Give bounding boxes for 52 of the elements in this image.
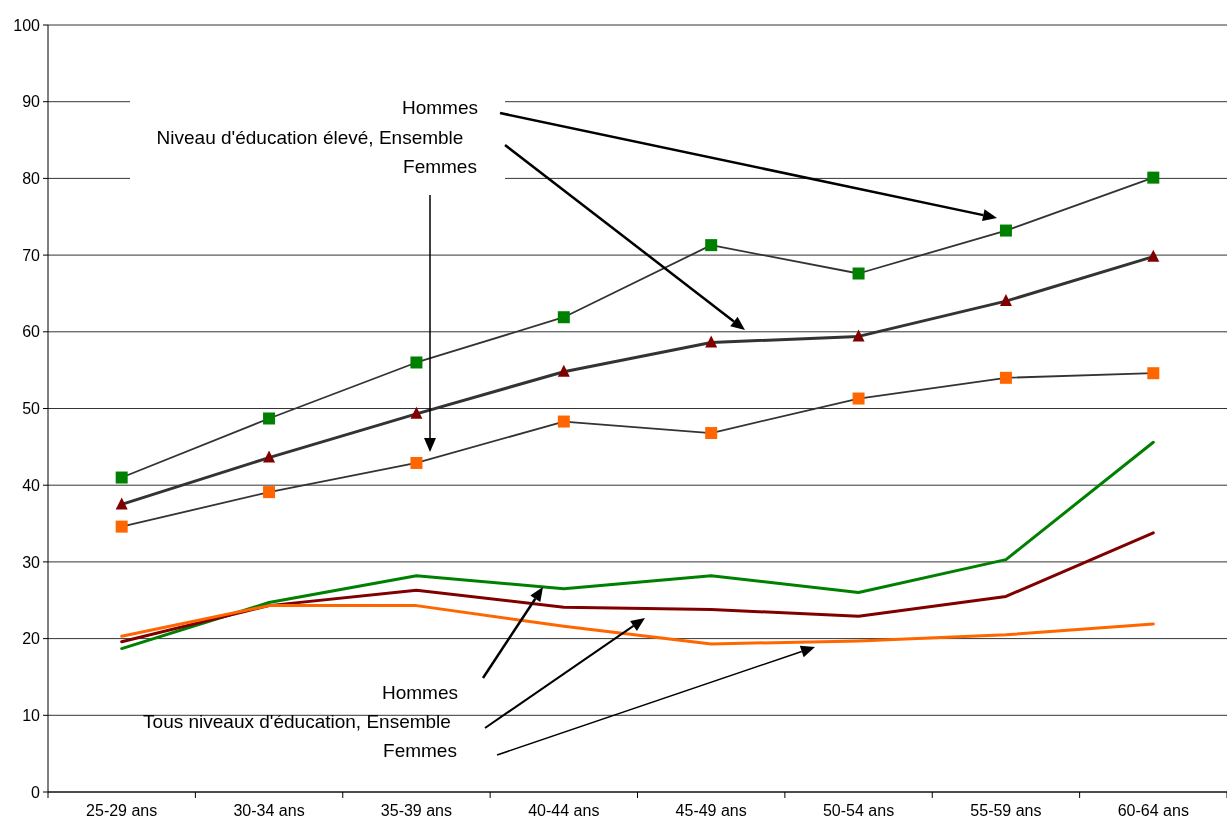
y-tick-label: 80	[22, 170, 41, 187]
point	[557, 415, 570, 428]
point	[410, 356, 423, 369]
point	[1147, 249, 1160, 262]
x-tick-label: 25-29 ans	[86, 802, 158, 819]
annotation: Tous niveaux d'éducation, Ensemble	[143, 711, 451, 732]
y-tick-label: 60	[22, 323, 41, 341]
point	[705, 239, 718, 252]
point	[557, 364, 570, 377]
line-series	[120, 604, 1155, 646]
x-tick-label: 35-39 ans	[380, 802, 453, 819]
point	[115, 471, 128, 484]
point	[263, 486, 276, 499]
annotation: Femmes	[383, 740, 457, 761]
y-tick-label: 100	[13, 16, 41, 34]
point	[410, 406, 423, 419]
point	[705, 427, 718, 440]
x-tick-label: 50-54 ans	[822, 802, 895, 819]
y-tick-label: 40	[22, 476, 41, 494]
point	[557, 311, 570, 324]
point	[999, 371, 1012, 384]
point	[852, 392, 865, 405]
line-series	[120, 440, 1155, 651]
y-tick-label: 30	[22, 553, 41, 571]
annotation: Femmes	[403, 156, 477, 177]
point	[115, 520, 128, 533]
point	[705, 335, 718, 348]
point	[999, 224, 1012, 237]
y-tick-label: 90	[22, 93, 41, 111]
point	[852, 329, 865, 342]
annotation: Hommes	[401, 97, 479, 118]
line-series	[120, 531, 1155, 644]
x-tick-label: 45-49 ans	[675, 802, 747, 819]
x-tick-label: 60-64 ans	[1117, 802, 1189, 819]
point	[263, 412, 276, 425]
point	[410, 456, 423, 469]
y-tick-label: 70	[22, 246, 41, 264]
y-tick-label: 20	[22, 630, 41, 648]
annotation: Niveau d'éducation élevé, Ensemble	[156, 127, 464, 148]
point	[263, 450, 276, 463]
x-tick-label: 40-44 ans	[528, 802, 600, 819]
point	[999, 294, 1012, 307]
point	[115, 497, 128, 510]
y-tick-label: 0	[31, 783, 41, 801]
point	[1147, 171, 1160, 184]
point	[1147, 367, 1160, 380]
point	[852, 267, 865, 280]
x-tick-label: 55-59 ans	[970, 802, 1042, 819]
annotation: Hommes	[381, 682, 459, 703]
y-tick-label: 10	[22, 706, 41, 724]
x-tick-label: 30-34 ans	[233, 802, 305, 819]
y-tick-label: 50	[22, 400, 41, 418]
